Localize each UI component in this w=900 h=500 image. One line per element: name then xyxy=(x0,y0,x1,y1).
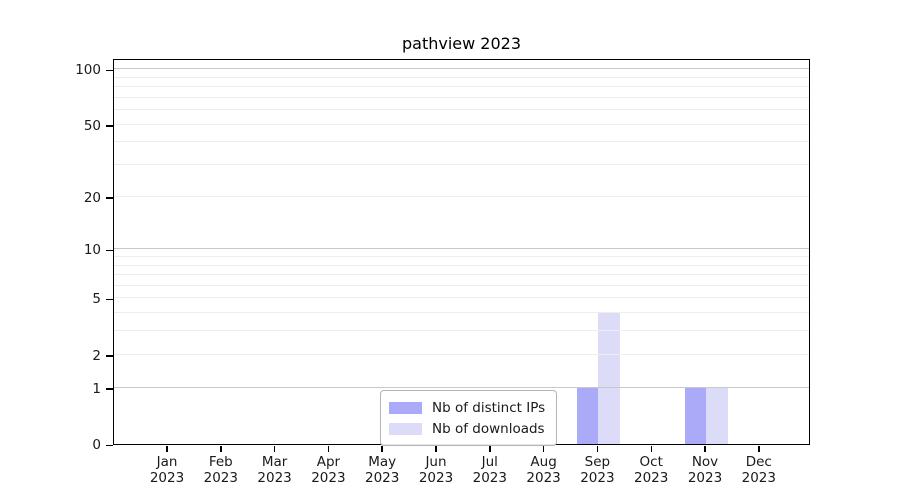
x-tick-jul xyxy=(489,446,491,452)
y-tick-10 xyxy=(106,249,113,252)
y-tick-0 xyxy=(106,444,113,446)
y-tick-5 xyxy=(106,298,113,301)
x-tick-label-year: 2023 xyxy=(365,469,400,486)
gridline-50 xyxy=(114,123,809,125)
x-tick-label-month: Nov xyxy=(691,454,719,470)
x-tick-label-month: Jul xyxy=(481,454,498,470)
x-tick-label-year: 2023 xyxy=(526,469,561,486)
x-tick-label-year: 2023 xyxy=(418,469,454,486)
x-tick-label-mar: Mar 2023 xyxy=(245,454,305,486)
x-tick-label-month: Sep xyxy=(584,454,611,470)
legend: Nb of distinct IPs Nb of downloads xyxy=(380,390,558,446)
x-tick-label-month: May xyxy=(368,454,397,470)
x-tick-nov xyxy=(704,446,706,452)
x-tick-oct xyxy=(650,446,652,452)
legend-entry-downloads: Nb of downloads xyxy=(389,418,545,439)
gridline-20 xyxy=(114,195,809,197)
x-tick-label-year: 2023 xyxy=(149,469,185,486)
x-tick-may xyxy=(381,446,383,452)
y-tick-label-10: 10 xyxy=(83,242,101,259)
x-tick-label-month: Mar xyxy=(261,454,288,470)
x-tick-label-year: 2023 xyxy=(311,469,346,486)
y-tick-label-2: 2 xyxy=(92,347,101,364)
y-tick-50 xyxy=(106,125,113,127)
x-axis: Jan 2023 Feb 2023 Mar 2023 Apr 2023 May 2023 Jun 20… xyxy=(113,445,810,500)
x-tick-dec xyxy=(758,446,760,452)
x-tick-label-month: Apr xyxy=(316,454,341,470)
x-tick-label-month: Aug xyxy=(530,454,557,470)
x-tick-label-jan: Jan 2023 xyxy=(137,454,197,486)
bar-sep-distinct-ips xyxy=(576,387,599,444)
x-tick-label-month: Dec xyxy=(745,454,772,470)
chart-title: pathview 2023 xyxy=(401,34,522,53)
gridline-80 xyxy=(114,85,809,87)
x-tick-label-year: 2023 xyxy=(687,469,723,486)
x-tick-label-may: May 2023 xyxy=(352,454,412,486)
x-tick-label-year: 2023 xyxy=(634,469,669,486)
distinct-ips-swatch-icon xyxy=(389,401,422,414)
x-tick-jun xyxy=(435,446,437,452)
gridline-10 xyxy=(114,248,809,250)
gridline-1 xyxy=(114,386,809,388)
y-tick-label-0: 0 xyxy=(92,437,101,453)
x-tick-mar xyxy=(273,446,276,452)
y-tick-1 xyxy=(106,388,113,390)
gridline-40 xyxy=(114,141,809,143)
x-tick-apr xyxy=(327,446,330,452)
x-tick-label-year: 2023 xyxy=(741,469,776,486)
gridline-9 xyxy=(114,255,809,257)
gridline-70 xyxy=(114,96,809,98)
x-tick-label-jun: Jun 2023 xyxy=(406,454,466,486)
x-tick-label-apr: Apr 2023 xyxy=(298,454,358,486)
bar-sep-downloads xyxy=(598,313,620,444)
bar-nov-distinct-ips xyxy=(684,387,706,444)
x-tick-label-sep: Sep 2023 xyxy=(567,454,627,486)
x-tick-label-dec: Dec 2023 xyxy=(729,454,789,486)
legend-label-distinct-ips: Nb of distinct IPs xyxy=(432,399,546,416)
gridline-90 xyxy=(114,76,809,78)
gridline-3 xyxy=(114,330,809,332)
x-tick-label-nov: Nov 2023 xyxy=(675,454,735,486)
y-tick-label-50: 50 xyxy=(83,117,101,134)
x-tick-sep xyxy=(596,446,599,452)
x-tick-label-month: Feb xyxy=(208,454,233,470)
gridline-60 xyxy=(114,109,809,110)
x-tick-label-oct: Oct 2023 xyxy=(621,454,681,486)
x-tick-label-jul: Jul 2023 xyxy=(460,454,520,486)
y-tick-label-1: 1 xyxy=(92,380,101,397)
x-tick-label-year: 2023 xyxy=(472,469,507,486)
x-tick-label-month: Jun xyxy=(425,454,447,470)
x-tick-label-month: Jan xyxy=(156,454,178,470)
y-tick-20 xyxy=(106,197,113,199)
x-tick-jan xyxy=(166,446,168,452)
y-tick-label-20: 20 xyxy=(83,189,101,206)
downloads-swatch-icon xyxy=(389,422,422,435)
gridline-4 xyxy=(114,312,809,314)
gridline-2 xyxy=(114,353,809,355)
gridline-8 xyxy=(114,264,809,266)
legend-entry-distinct-ips: Nb of distinct IPs xyxy=(389,397,545,418)
y-axis: 0 1 2 5 10 20 50 100 xyxy=(0,59,113,453)
legend-label-downloads: Nb of downloads xyxy=(432,420,545,437)
x-tick-feb xyxy=(220,446,222,452)
plot-area: Nb of distinct IPs Nb of downloads xyxy=(113,59,810,446)
gridline-5 xyxy=(114,297,809,299)
gridline-30 xyxy=(114,164,809,165)
x-tick-label-year: 2023 xyxy=(257,469,292,486)
y-tick-label-100: 100 xyxy=(75,62,101,78)
gridline-100 xyxy=(114,68,809,69)
bar-nov-downloads xyxy=(706,387,728,444)
x-tick-label-month: Oct xyxy=(639,454,663,470)
y-tick-label-5: 5 xyxy=(92,291,101,308)
x-tick-label-year: 2023 xyxy=(580,469,615,486)
x-tick-label-year: 2023 xyxy=(203,469,238,486)
y-tick-2 xyxy=(106,355,113,357)
x-tick-label-feb: Feb 2023 xyxy=(191,454,251,486)
x-tick-aug xyxy=(542,446,545,452)
y-tick-100 xyxy=(106,69,113,71)
gridline-7 xyxy=(114,274,809,275)
x-tick-label-aug: Aug 2023 xyxy=(514,454,574,486)
gridline-6 xyxy=(114,284,809,286)
